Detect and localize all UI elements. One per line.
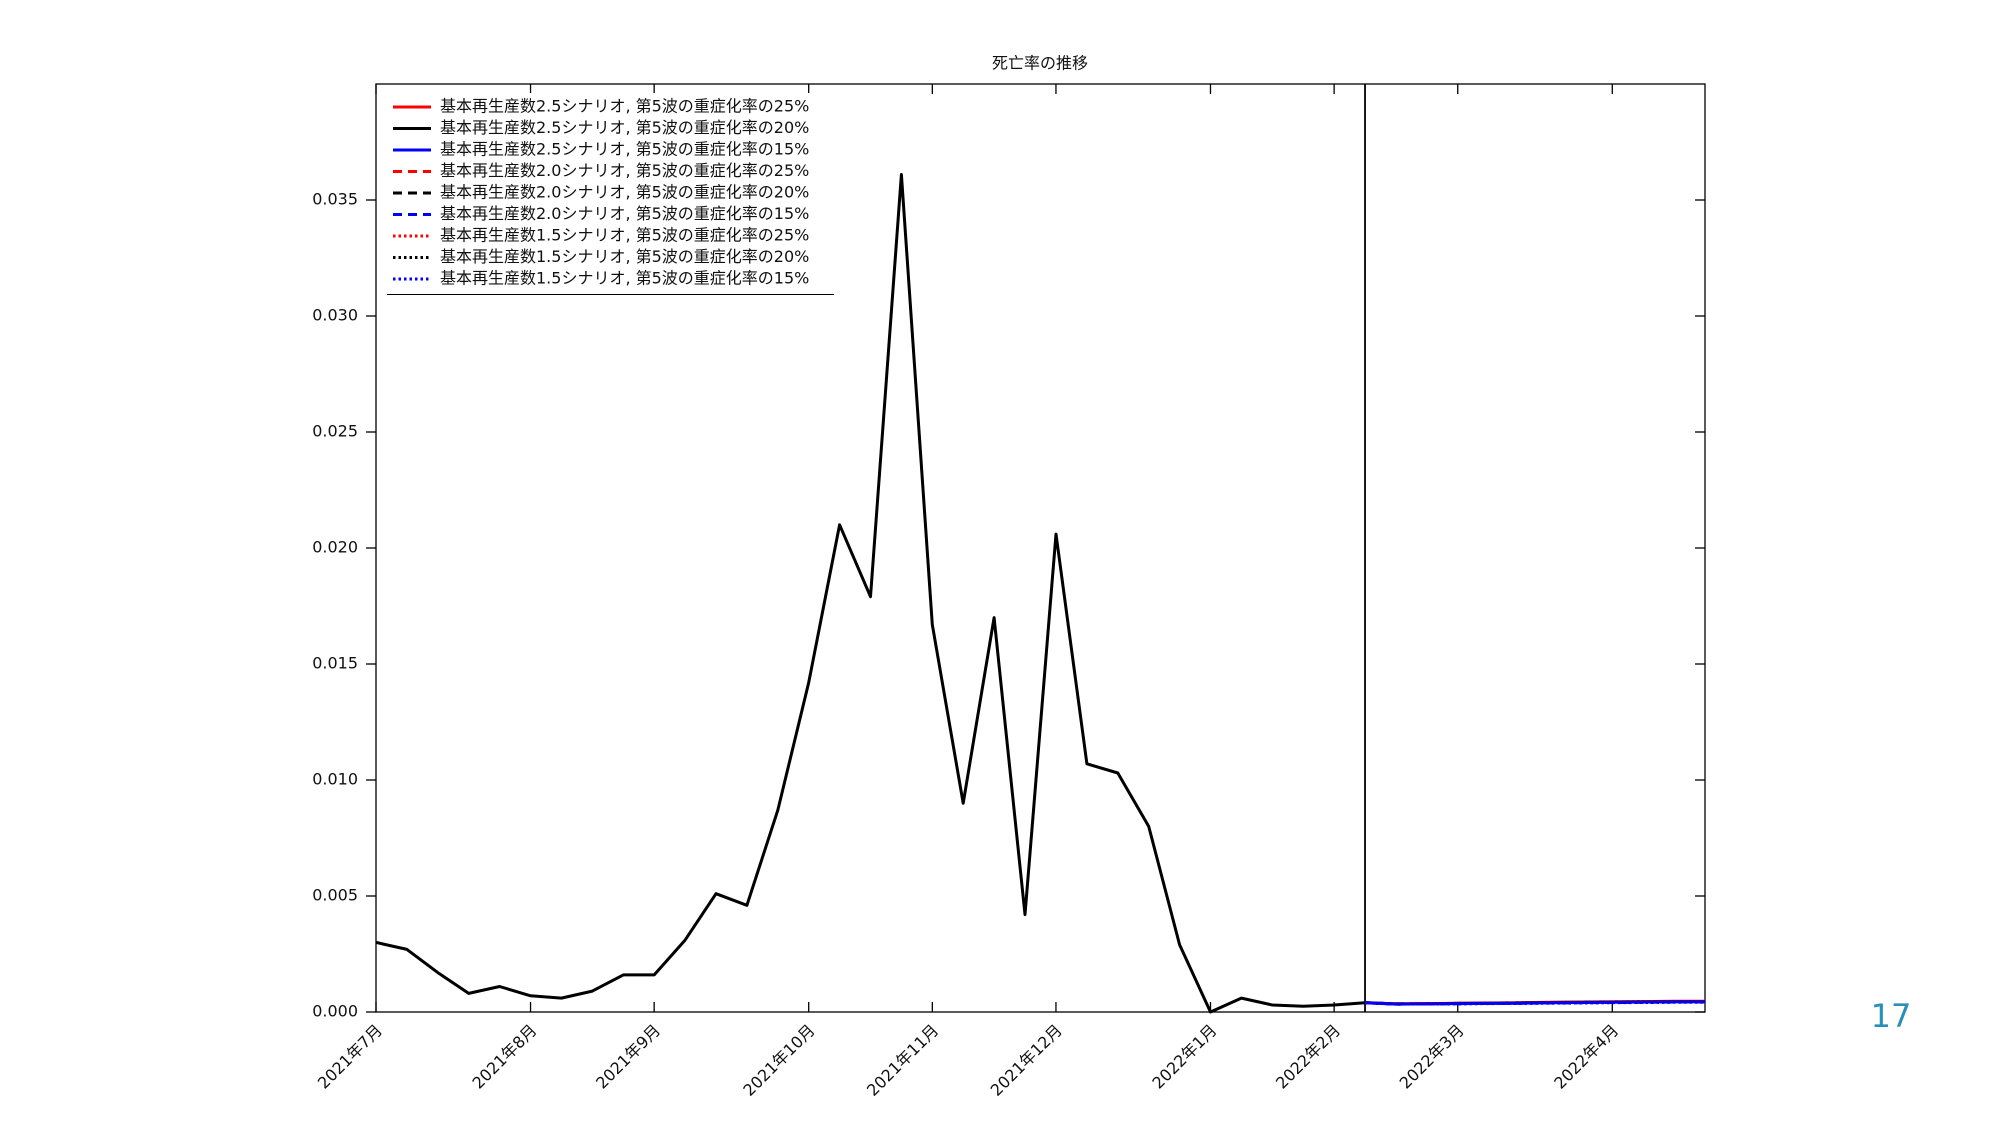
y-tick-label: 0.000 — [312, 1002, 358, 1021]
series-line — [1364, 1000, 1705, 1006]
legend-label: 基本再生産数2.5シナリオ, 第5波の重症化率の15% — [440, 140, 809, 159]
x-tick-label: 2021年11月 — [863, 1021, 942, 1100]
x-tick-label: 2022年1月 — [1148, 1021, 1220, 1093]
x-tick-label: 2021年8月 — [468, 1021, 540, 1093]
legend-label: 基本再生産数2.0シナリオ, 第5波の重症化率の20% — [440, 183, 809, 202]
x-tick-label: 2021年10月 — [739, 1021, 818, 1100]
legend-label: 基本再生産数2.0シナリオ, 第5波の重症化率の25% — [440, 161, 809, 180]
y-tick-label: 0.030 — [312, 306, 358, 325]
y-tick-label: 0.035 — [312, 190, 358, 209]
x-tick-label: 2022年4月 — [1550, 1021, 1622, 1093]
legend-label: 基本再生産数1.5シナリオ, 第5波の重症化率の15% — [440, 269, 809, 288]
x-tick-label: 2021年12月 — [987, 1021, 1066, 1100]
y-tick-label: 0.015 — [312, 654, 358, 673]
legend-label: 基本再生産数2.5シナリオ, 第5波の重症化率の25% — [440, 97, 809, 116]
chart-title: 死亡率の推移 — [992, 54, 1088, 73]
legend-label: 基本再生産数2.0シナリオ, 第5波の重症化率の15% — [440, 204, 809, 223]
y-tick-label: 0.020 — [312, 538, 358, 557]
legend-label: 基本再生産数2.5シナリオ, 第5波の重症化率の20% — [440, 118, 809, 137]
x-tick-label: 2021年9月 — [592, 1021, 664, 1093]
x-tick-label: 2022年3月 — [1396, 1021, 1468, 1093]
series-line — [1364, 1000, 1705, 1006]
legend-label: 基本再生産数1.5シナリオ, 第5波の重症化率の20% — [440, 247, 809, 266]
y-tick-label: 0.025 — [312, 422, 358, 441]
legend-label: 基本再生産数1.5シナリオ, 第5波の重症化率の25% — [440, 226, 809, 245]
y-tick-label: 0.010 — [312, 770, 358, 789]
x-tick-label: 2022年2月 — [1272, 1021, 1344, 1093]
legend-box — [387, 93, 834, 295]
page-number: 17 — [1871, 997, 1912, 1035]
x-tick-label: 2021年7月 — [314, 1021, 386, 1093]
y-tick-label: 0.005 — [312, 886, 358, 905]
series-line — [375, 173, 1705, 1014]
